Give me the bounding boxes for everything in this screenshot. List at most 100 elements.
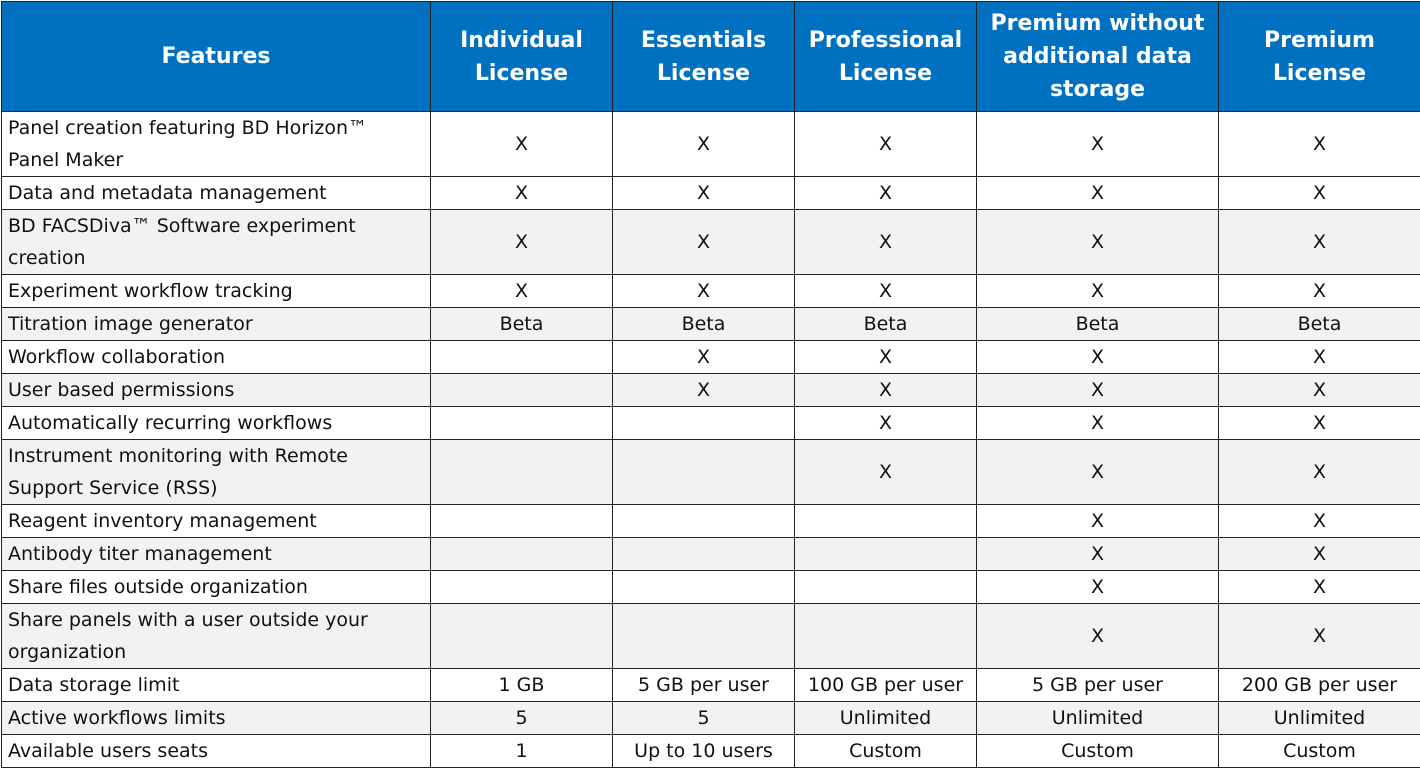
feature-cell: Reagent inventory management	[2, 505, 431, 538]
value-cell: 5 GB per user	[977, 669, 1219, 702]
feature-cell: Instrument monitoring with Remote Suppor…	[2, 440, 431, 505]
value-cell: X	[1219, 374, 1420, 407]
feature-cell: Data and metadata management	[2, 177, 431, 210]
value-cell	[795, 505, 977, 538]
value-cell: X	[977, 341, 1219, 374]
value-cell: X	[613, 275, 795, 308]
value-cell: X	[977, 538, 1219, 571]
value-cell: X	[795, 210, 977, 275]
value-cell: X	[613, 374, 795, 407]
value-cell: Beta	[431, 308, 613, 341]
column-header: Essentials License	[613, 2, 795, 112]
value-cell: X	[795, 341, 977, 374]
feature-cell: Active workflows limits	[2, 702, 431, 735]
table-row: BD FACSDiva™ Software experiment creatio…	[2, 210, 1420, 275]
value-cell: Custom	[795, 735, 977, 768]
value-cell: X	[1219, 604, 1420, 669]
value-cell	[613, 604, 795, 669]
value-cell: Unlimited	[795, 702, 977, 735]
value-cell: X	[795, 112, 977, 177]
value-cell: X	[977, 440, 1219, 505]
value-cell	[613, 505, 795, 538]
value-cell: X	[613, 210, 795, 275]
feature-cell: BD FACSDiva™ Software experiment creatio…	[2, 210, 431, 275]
feature-cell: Experiment workflow tracking	[2, 275, 431, 308]
value-cell: X	[1219, 538, 1420, 571]
value-cell	[795, 538, 977, 571]
feature-cell: Share panels with a user outside your or…	[2, 604, 431, 669]
feature-cell: Automatically recurring workflows	[2, 407, 431, 440]
value-cell	[613, 440, 795, 505]
value-cell: 1 GB	[431, 669, 613, 702]
value-cell: X	[431, 112, 613, 177]
value-cell: Up to 10 users	[613, 735, 795, 768]
value-cell: X	[795, 440, 977, 505]
value-cell: X	[977, 112, 1219, 177]
feature-cell: Workflow collaboration	[2, 341, 431, 374]
value-cell: X	[977, 210, 1219, 275]
value-cell: 5	[613, 702, 795, 735]
value-cell: 5	[431, 702, 613, 735]
value-cell: X	[1219, 407, 1420, 440]
value-cell: X	[1219, 505, 1420, 538]
column-header: Individual License	[431, 2, 613, 112]
value-cell: X	[1219, 571, 1420, 604]
value-cell: X	[1219, 112, 1420, 177]
value-cell: X	[977, 604, 1219, 669]
value-cell: X	[795, 407, 977, 440]
table-row: Panel creation featuring BD Horizon™ Pan…	[2, 112, 1420, 177]
feature-cell: Data storage limit	[2, 669, 431, 702]
feature-cell: Titration image generator	[2, 308, 431, 341]
value-cell: X	[977, 505, 1219, 538]
column-header: Premium without additional data storage	[977, 2, 1219, 112]
value-cell: 5 GB per user	[613, 669, 795, 702]
feature-cell: Available users seats	[2, 735, 431, 768]
value-cell: Custom	[977, 735, 1219, 768]
column-header: Features	[2, 2, 431, 112]
feature-cell: Antibody titer management	[2, 538, 431, 571]
value-cell: X	[1219, 341, 1420, 374]
value-cell	[795, 571, 977, 604]
value-cell: X	[977, 407, 1219, 440]
value-cell	[431, 604, 613, 669]
value-cell: Beta	[613, 308, 795, 341]
value-cell	[431, 341, 613, 374]
value-cell: 100 GB per user	[795, 669, 977, 702]
value-cell: X	[613, 112, 795, 177]
value-cell	[431, 440, 613, 505]
value-cell: X	[1219, 440, 1420, 505]
feature-cell: Share files outside organization	[2, 571, 431, 604]
value-cell: 200 GB per user	[1219, 669, 1420, 702]
value-cell: X	[431, 210, 613, 275]
value-cell: X	[1219, 210, 1420, 275]
value-cell: X	[795, 374, 977, 407]
value-cell: X	[1219, 177, 1420, 210]
value-cell: X	[1219, 275, 1420, 308]
value-cell: Beta	[1219, 308, 1420, 341]
value-cell	[431, 571, 613, 604]
value-cell: Custom	[1219, 735, 1420, 768]
feature-cell: User based permissions	[2, 374, 431, 407]
value-cell	[431, 407, 613, 440]
value-cell	[431, 505, 613, 538]
feature-cell: Panel creation featuring BD Horizon™ Pan…	[2, 112, 431, 177]
value-cell: 1	[431, 735, 613, 768]
value-cell: X	[977, 177, 1219, 210]
value-cell	[613, 538, 795, 571]
value-cell	[613, 571, 795, 604]
value-cell	[613, 407, 795, 440]
column-header: Professional License	[795, 2, 977, 112]
